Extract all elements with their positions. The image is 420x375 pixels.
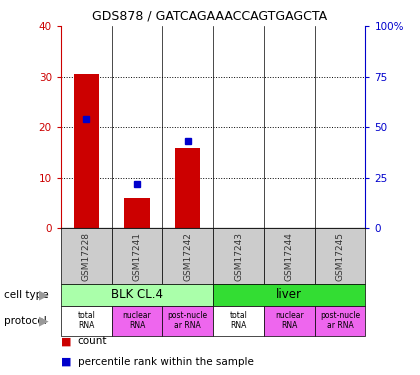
Bar	[112, 228, 163, 284]
Bar	[175, 147, 200, 228]
Text: GSM17245: GSM17245	[336, 232, 344, 280]
Text: ■: ■	[61, 336, 71, 346]
Bar	[61, 228, 112, 284]
Text: GSM17228: GSM17228	[82, 232, 91, 280]
Text: cell type: cell type	[4, 290, 49, 300]
Bar	[163, 228, 213, 284]
Bar	[61, 284, 213, 306]
Text: ▶: ▶	[39, 314, 49, 327]
Text: post-nucle
ar RNA: post-nucle ar RNA	[320, 311, 360, 330]
Bar	[213, 284, 365, 306]
Bar	[74, 74, 99, 228]
Text: total
RNA: total RNA	[77, 311, 95, 330]
Text: GDS878 / GATCAGAAACCAGTGAGCTA: GDS878 / GATCAGAAACCAGTGAGCTA	[92, 9, 328, 22]
Text: post-nucle
ar RNA: post-nucle ar RNA	[168, 311, 208, 330]
Bar	[213, 306, 264, 336]
Bar	[213, 228, 264, 284]
Bar	[163, 306, 213, 336]
Text: GSM17242: GSM17242	[183, 232, 192, 280]
Text: nuclear
RNA: nuclear RNA	[275, 311, 304, 330]
Text: ▶: ▶	[39, 288, 49, 301]
Text: ■: ■	[61, 357, 71, 367]
Bar	[264, 228, 315, 284]
Bar	[112, 306, 163, 336]
Text: total
RNA: total RNA	[230, 311, 247, 330]
Text: liver: liver	[276, 288, 302, 301]
Bar	[264, 306, 315, 336]
Text: percentile rank within the sample: percentile rank within the sample	[78, 357, 254, 367]
Text: GSM17243: GSM17243	[234, 232, 243, 280]
Text: GSM17241: GSM17241	[133, 232, 142, 280]
Text: BLK CL.4: BLK CL.4	[111, 288, 163, 301]
Text: nuclear
RNA: nuclear RNA	[123, 311, 151, 330]
Text: protocol: protocol	[4, 316, 47, 326]
Bar	[315, 228, 365, 284]
Bar	[124, 198, 150, 228]
Bar	[61, 306, 112, 336]
Text: GSM17244: GSM17244	[285, 232, 294, 280]
Bar	[315, 306, 365, 336]
Text: count: count	[78, 336, 107, 346]
